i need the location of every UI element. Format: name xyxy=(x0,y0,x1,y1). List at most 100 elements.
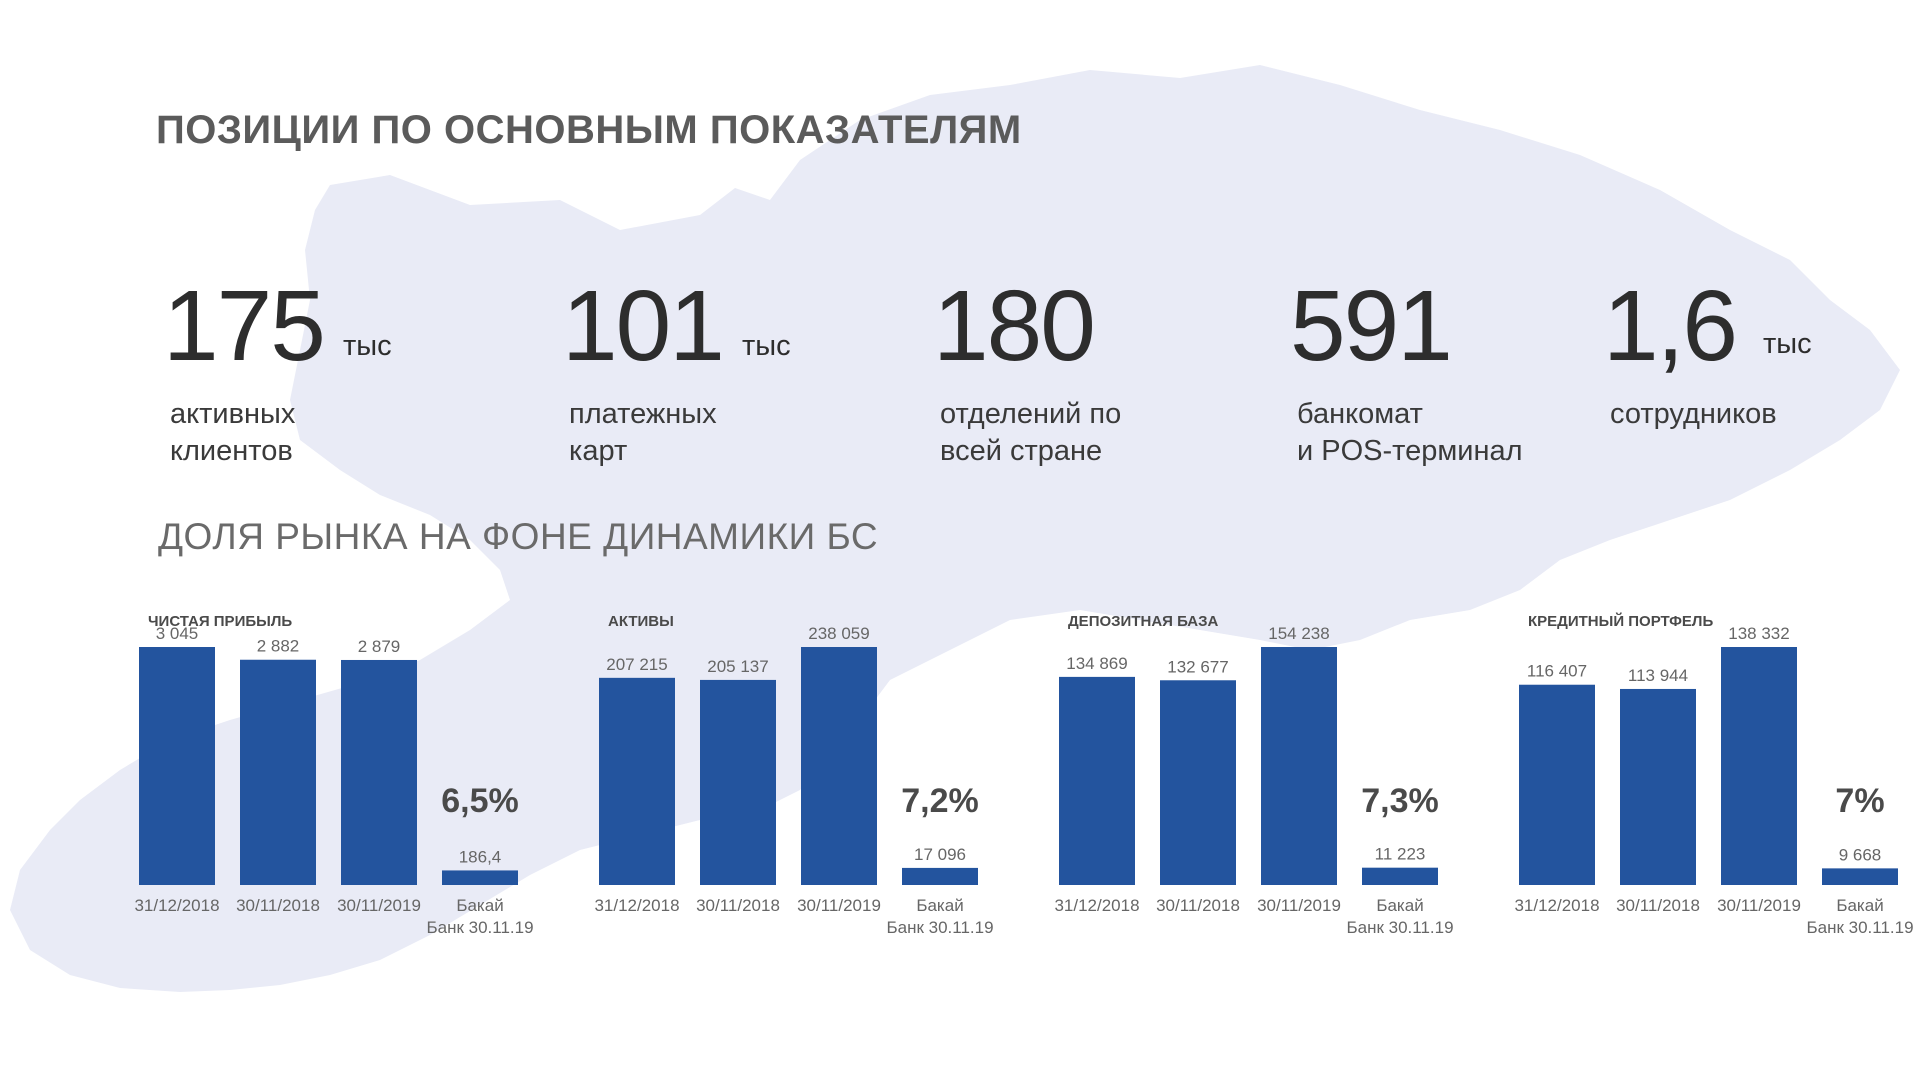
category-label: Бакай Банк 30.11.19 xyxy=(886,896,993,937)
category-label-line: 31/12/2018 xyxy=(1054,896,1139,915)
bar-value-label: 2 879 xyxy=(358,637,401,656)
category-label: 30/11/2019 xyxy=(1717,896,1801,915)
chart-title: АКТИВЫ xyxy=(608,613,674,630)
chart-assets-svg: АКТИВЫ 207 215 31/12/2018 205 137 30/11/2018… xyxy=(594,613,993,937)
category-label: 30/11/2018 xyxy=(696,896,780,915)
category-label-line: Бакай xyxy=(916,896,963,915)
bar xyxy=(1822,868,1898,885)
bar-value-label: 154 238 xyxy=(1268,624,1329,643)
stat-value: 1,6 xyxy=(1603,270,1738,382)
bar-value-label: 186,4 xyxy=(459,847,502,866)
stat-label: сотрудников xyxy=(1610,398,1777,430)
stat-payment-cards: 101 тыс платежных карт xyxy=(562,270,791,470)
bar xyxy=(1362,867,1438,885)
category-label-line: 30/11/2019 xyxy=(1257,896,1341,915)
bar-value-label: 134 869 xyxy=(1066,654,1127,673)
bar xyxy=(1721,647,1797,885)
category-label: 30/11/2018 xyxy=(236,896,320,915)
category-label: Бакай Банк 30.11.19 xyxy=(1346,896,1453,937)
category-label: Бакай Банк 30.11.19 xyxy=(1806,896,1913,937)
bar-value-label: 207 215 xyxy=(606,655,667,674)
stat-branches: 180 отделений по всей стране xyxy=(933,276,1121,470)
chart-title: ЧИСТАЯ ПРИБЫЛЬ xyxy=(148,613,292,630)
category-label-line: 30/11/2019 xyxy=(1717,896,1801,915)
bar-value-label: 9 668 xyxy=(1839,845,1882,864)
chart-deposit-base-svg: ДЕПОЗИТНАЯ БАЗА 134 869 31/12/2018 132 677 3… xyxy=(1054,613,1453,937)
chart-loan-portfolio-svg: КРЕДИТНЫЙ ПОРТФЕЛЬ 116 407 31/12/2018 113 9… xyxy=(1514,612,1913,937)
market-share-label: 7,2% xyxy=(901,782,979,820)
category-label-line: Бакай xyxy=(1376,896,1423,915)
category-label: 30/11/2018 xyxy=(1156,896,1240,915)
category-label-line: 31/12/2018 xyxy=(594,896,679,915)
market-share-label: 7,3% xyxy=(1361,782,1439,820)
stat-unit: тыс xyxy=(343,330,392,362)
stat-label: платежных карт xyxy=(569,398,717,467)
bar-value-label: 3 045 xyxy=(156,624,199,643)
category-label: 30/11/2019 xyxy=(337,896,421,915)
category-label: 30/11/2018 xyxy=(1616,896,1700,915)
stat-unit: тыс xyxy=(742,330,791,362)
bar xyxy=(1261,647,1337,885)
category-label-line: Бакай xyxy=(1836,896,1883,915)
stat-label: банкомат и POS-терминал xyxy=(1297,398,1523,467)
category-label-line: Банк 30.11.19 xyxy=(1806,918,1913,937)
stat-active-clients: 175 тыс активных клиентов xyxy=(163,270,392,470)
bar-value-label: 132 677 xyxy=(1167,657,1228,676)
category-label: Бакай Банк 30.11.19 xyxy=(426,896,533,937)
bar xyxy=(1059,676,1135,885)
bar-value-label: 238 059 xyxy=(808,624,869,643)
section-subtitle: ДОЛЯ РЫНКА НА ФОНЕ ДИНАМИКИ БС xyxy=(158,516,879,557)
category-label-line: Банк 30.11.19 xyxy=(1346,918,1453,937)
category-label: 30/11/2019 xyxy=(797,896,881,915)
category-label: 31/12/2018 xyxy=(134,896,219,915)
market-share-label: 7% xyxy=(1835,782,1884,820)
bar xyxy=(700,679,776,885)
bar xyxy=(801,647,877,885)
category-label-line: 30/11/2018 xyxy=(1156,896,1240,915)
category-label-line: Банк 30.11.19 xyxy=(886,918,993,937)
bar-value-label: 113 944 xyxy=(1628,666,1688,685)
bar-value-label: 205 137 xyxy=(707,657,768,676)
stat-value: 180 xyxy=(933,270,1096,382)
stat-unit: тыс xyxy=(1763,328,1812,360)
category-label-line: 30/11/2018 xyxy=(236,896,320,915)
bar xyxy=(902,867,978,885)
category-label: 31/12/2018 xyxy=(1514,896,1599,915)
chart-assets: АКТИВЫ 207 215 31/12/2018 205 137 30/11/2018… xyxy=(590,570,1060,950)
bar-value-label: 116 407 xyxy=(1527,662,1587,681)
stat-atms: 591 банкомат и POS-терминал xyxy=(1290,276,1523,470)
chart-loan-portfolio: КРЕДИТНЫЙ ПОРТФЕЛЬ 116 407 31/12/2018 113 9… xyxy=(1510,570,1919,950)
category-label-line: 30/11/2019 xyxy=(337,896,421,915)
stat-value: 175 xyxy=(163,270,326,382)
market-share-label: 6,5% xyxy=(441,782,519,820)
bar xyxy=(240,659,316,885)
bar-value-label: 138 332 xyxy=(1728,624,1789,643)
chart-net-profit: ЧИСТАЯ ПРИБЫЛЬ 3 045 31/12/2018 2 882 30/11/… xyxy=(130,570,600,950)
category-label-line: 30/11/2018 xyxy=(1616,896,1700,915)
chart-title: КРЕДИТНЫЙ ПОРТФЕЛЬ xyxy=(1528,612,1713,630)
category-label: 31/12/2018 xyxy=(1054,896,1139,915)
stat-label: активных клиентов xyxy=(170,398,296,467)
bar xyxy=(599,677,675,885)
bar xyxy=(1620,688,1696,885)
bar-value-label: 17 096 xyxy=(914,845,966,864)
bar xyxy=(1519,684,1595,885)
bar xyxy=(341,659,417,885)
category-label: 31/12/2018 xyxy=(594,896,679,915)
page-title: ПОЗИЦИИ ПО ОСНОВНЫМ ПОКАЗАТЕЛЯМ xyxy=(156,108,1022,152)
category-label-line: 31/12/2018 xyxy=(1514,896,1599,915)
stat-employees: 1,6 тыс сотрудников xyxy=(1603,270,1812,433)
stat-value: 591 xyxy=(1290,270,1453,382)
category-label-line: Банк 30.11.19 xyxy=(426,918,533,937)
category-label-line: 30/11/2019 xyxy=(797,896,881,915)
bar xyxy=(442,870,518,885)
chart-title: ДЕПОЗИТНАЯ БАЗА xyxy=(1068,613,1219,630)
stat-label: отделений по всей стране xyxy=(940,398,1122,467)
stat-value: 101 xyxy=(562,270,725,382)
category-label-line: Бакай xyxy=(456,896,503,915)
bar xyxy=(139,647,215,885)
category-label: 30/11/2019 xyxy=(1257,896,1341,915)
bar xyxy=(1160,680,1236,885)
